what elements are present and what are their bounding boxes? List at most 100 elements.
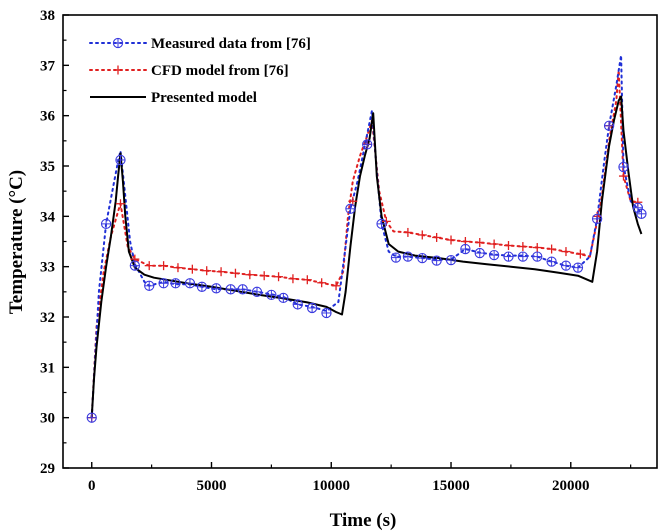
series-0-point — [560, 260, 572, 271]
series-0-point — [474, 247, 485, 259]
y-tick-label: 29 — [40, 461, 55, 477]
x-tick-label: 0 — [88, 478, 96, 494]
series-1-point — [446, 235, 456, 245]
y-tick-label: 32 — [40, 310, 55, 326]
series-0-point — [376, 218, 387, 230]
plot-frame — [62, 14, 658, 469]
x-tick-label: 15000 — [432, 478, 470, 494]
legend-label: CFD model from [76] — [151, 63, 289, 79]
series-0-point — [345, 203, 356, 214]
series-1-point — [288, 274, 298, 284]
series-1-point — [245, 270, 255, 280]
series-1-point — [331, 281, 341, 291]
legend-item-2: Presented model — [90, 90, 257, 106]
series-0-point — [591, 213, 603, 224]
axis-layer: 29 30 31 32 33 34 35 36 37 38 0 5000 10000 15000 20000 — [40, 8, 658, 494]
series-0-point — [402, 251, 414, 262]
x-tick-label: 20000 — [552, 478, 590, 494]
legend-swatch-marker — [113, 65, 123, 75]
legend-item-1: CFD model from [76] — [89, 63, 289, 79]
series-0-point — [546, 256, 557, 267]
series-0-point — [158, 278, 169, 289]
y-tick-label: 35 — [40, 159, 55, 175]
series-1-point — [230, 268, 240, 278]
series-1-point — [317, 278, 327, 288]
series-0-point — [445, 254, 457, 266]
series-0-point — [488, 249, 500, 261]
series-1-point — [417, 230, 427, 240]
legend-swatch-marker — [112, 37, 124, 49]
series-0-point — [196, 281, 208, 292]
series-0-point — [251, 286, 263, 297]
series-1-point — [532, 243, 542, 253]
series-0-point — [503, 251, 514, 262]
series-0-point — [636, 208, 647, 219]
series-0-point — [129, 260, 141, 271]
series-0-point — [417, 252, 428, 264]
series-0-point — [100, 218, 112, 230]
series-0-point — [460, 243, 471, 255]
legend-label: Measured data from [76] — [151, 36, 311, 52]
series-0-line — [90, 54, 643, 419]
series-1-point — [518, 242, 528, 252]
series-1-point — [173, 263, 183, 273]
series-0-point — [266, 289, 277, 301]
x-tick-label: 10000 — [313, 478, 351, 494]
series-1-point — [274, 272, 284, 282]
series-0-point — [532, 251, 543, 262]
series-1-line — [90, 69, 639, 419]
series-0-point — [170, 278, 181, 289]
series-0-point — [115, 154, 126, 166]
series-0-point — [237, 284, 248, 295]
x-tick-label: 5000 — [197, 478, 227, 494]
series-1-point — [432, 232, 442, 242]
series-layer — [86, 54, 647, 423]
series-0-point — [321, 307, 332, 319]
legend-label: Presented model — [151, 90, 257, 106]
series-0-point — [225, 284, 236, 295]
y-axis-title: Temperature (°C) — [6, 170, 27, 314]
series-0-point — [86, 412, 97, 423]
y-tick-label: 34 — [40, 209, 56, 225]
series-0-point — [431, 255, 442, 266]
series-0-point — [292, 299, 303, 310]
series-1-point — [302, 275, 312, 285]
x-axis-title: Time (s) — [330, 510, 397, 531]
y-tick-label: 38 — [40, 8, 55, 24]
series-1-point — [489, 239, 499, 249]
series-0-point — [362, 139, 373, 150]
series-1-point — [216, 267, 226, 277]
series-1-point — [115, 199, 125, 209]
series-1-point — [618, 171, 628, 181]
series-1-point — [187, 264, 197, 274]
series-1-point — [259, 271, 269, 281]
y-tick-label: 33 — [40, 260, 55, 276]
series-0-point — [306, 302, 318, 314]
legend-item-0: Measured data from [76] — [89, 36, 311, 52]
series-1-point — [144, 261, 154, 271]
series-0-point — [517, 251, 529, 262]
series-0-point — [278, 292, 289, 304]
y-tick-label: 31 — [40, 360, 55, 376]
series-1-point — [159, 261, 169, 271]
y-tick-label: 36 — [40, 109, 56, 125]
series-0-point — [618, 161, 629, 173]
series-0-point — [144, 280, 155, 291]
series-0-point — [390, 252, 402, 263]
series-1-point — [475, 238, 485, 248]
series-1-point — [504, 241, 513, 251]
series-1-point — [561, 247, 571, 257]
y-tick-label: 37 — [40, 58, 56, 74]
y-tick-label: 30 — [40, 411, 55, 427]
series-0-point — [572, 262, 584, 273]
series-0-point — [603, 120, 615, 131]
series-0-point — [211, 283, 222, 294]
series-1-point — [547, 244, 557, 254]
series-1-point — [202, 266, 212, 276]
series-2-line — [90, 95, 643, 418]
series-1-point — [575, 249, 585, 259]
series-0-point — [184, 278, 196, 289]
legend: Measured data from [76] CFD model from [7… — [89, 36, 311, 106]
series-1-point — [403, 227, 413, 237]
